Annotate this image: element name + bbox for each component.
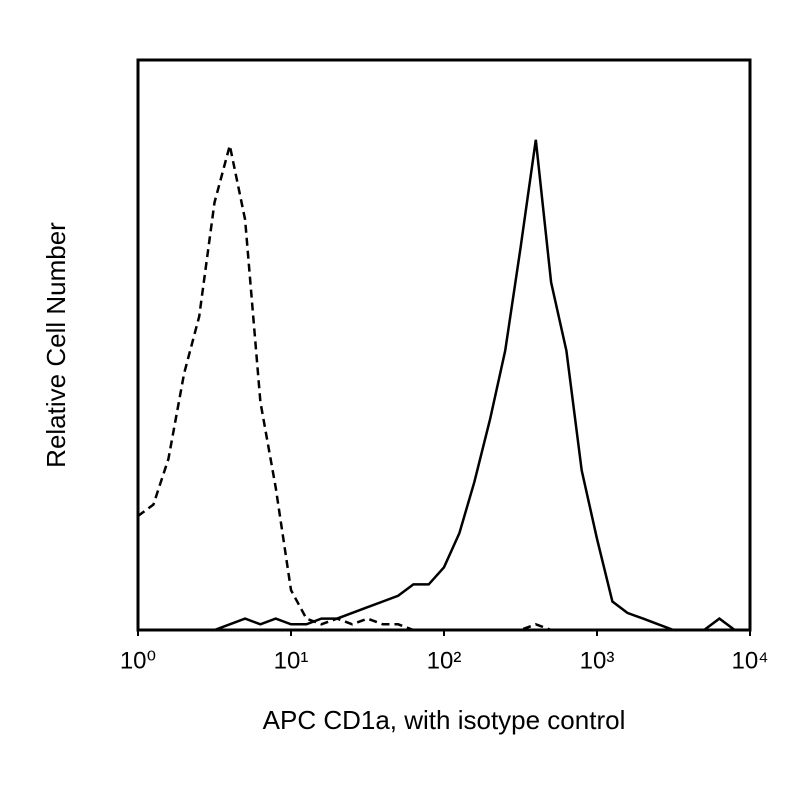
plot-frame xyxy=(136,58,752,632)
x-tick-label: 10⁴ xyxy=(731,647,768,674)
histogram-line xyxy=(137,145,750,632)
histogram-line xyxy=(138,139,750,632)
x-axis-label: APC CD1a, with isotype control xyxy=(263,705,626,735)
x-tick-label: 10¹ xyxy=(274,647,309,674)
y-axis-label: Relative Cell Number xyxy=(41,222,71,468)
x-tick-label: 10⁰ xyxy=(120,647,156,674)
x-tick-label: 10³ xyxy=(580,647,615,674)
x-tick-label: 10² xyxy=(427,647,462,674)
